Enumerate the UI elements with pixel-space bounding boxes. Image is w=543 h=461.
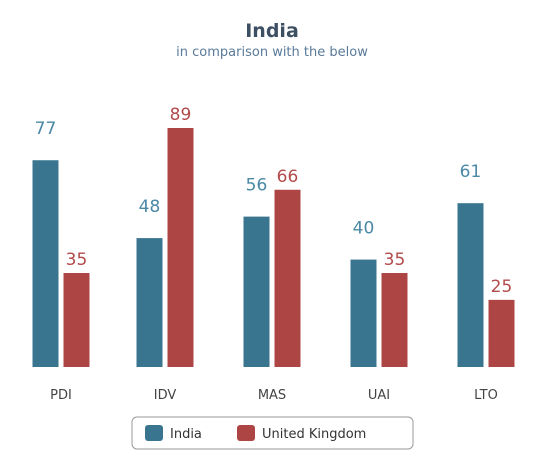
legend-box xyxy=(131,416,414,450)
data-label-pdi-india: 77 xyxy=(35,119,57,139)
data-label-uai-india: 40 xyxy=(353,219,375,239)
bar-idv-united-kingdom[interactable] xyxy=(167,128,194,367)
x-tick-label-idv: IDV xyxy=(154,388,177,403)
data-label-mas-india: 56 xyxy=(246,176,268,196)
chart-title: India xyxy=(245,20,299,42)
data-label-pdi-united-kingdom: 35 xyxy=(66,250,88,270)
legend-item-india[interactable]: India xyxy=(145,425,202,442)
legend-item-united-kingdom[interactable]: United Kingdom xyxy=(237,425,366,442)
data-label-lto-india: 61 xyxy=(460,162,482,182)
legend-label-india: India xyxy=(170,427,202,442)
data-label-idv-united-kingdom: 89 xyxy=(170,105,192,125)
x-tick-label-uai: UAI xyxy=(368,388,390,403)
bar-lto-united-kingdom[interactable] xyxy=(488,299,515,367)
bar-idv-india[interactable] xyxy=(136,238,163,367)
legend-swatch-india xyxy=(145,425,163,441)
plot-area: 77 35 48 89 56 66 40 35 61 25 xyxy=(32,105,515,367)
legend-swatch-united-kingdom xyxy=(237,425,255,441)
bar-pdi-india[interactable] xyxy=(32,160,59,367)
x-tick-label-lto: LTO xyxy=(474,388,498,403)
bar-uai-india[interactable] xyxy=(350,259,377,367)
data-label-uai-united-kingdom: 35 xyxy=(384,250,406,270)
legend-label-united-kingdom: United Kingdom xyxy=(262,427,366,442)
legend[interactable]: India United Kingdom xyxy=(131,416,414,450)
bar-mas-india[interactable] xyxy=(243,216,270,367)
bar-pdi-united-kingdom[interactable] xyxy=(63,273,90,367)
bar-mas-united-kingdom[interactable] xyxy=(274,189,301,367)
data-label-idv-india: 48 xyxy=(139,197,161,217)
chart-subtitle: in comparison with the below xyxy=(176,45,368,60)
x-tick-label-mas: MAS xyxy=(258,388,286,403)
bar-lto-india[interactable] xyxy=(457,203,484,367)
x-tick-label-pdi: PDI xyxy=(50,388,72,403)
x-axis: PDI IDV MAS UAI LTO xyxy=(50,388,498,403)
data-label-mas-united-kingdom: 66 xyxy=(277,167,299,187)
data-label-lto-united-kingdom: 25 xyxy=(491,277,513,297)
bar-uai-united-kingdom[interactable] xyxy=(381,273,408,367)
